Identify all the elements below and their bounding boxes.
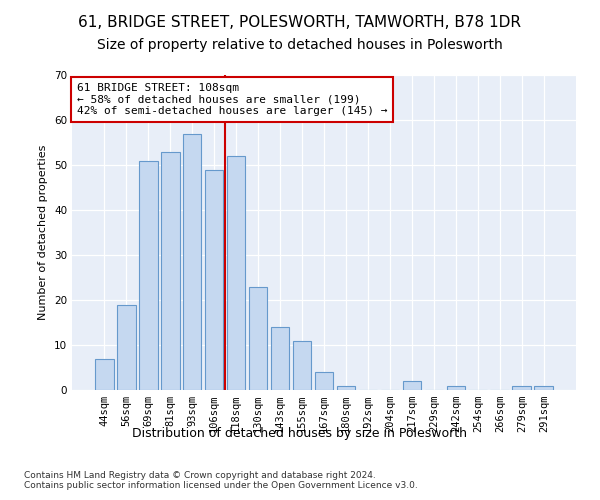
Bar (293, 340, 311, 390)
Text: Distribution of detached houses by size in Polesworth: Distribution of detached houses by size … (133, 428, 467, 440)
Bar (535, 386, 553, 390)
Bar (95, 358, 113, 390)
Bar (183, 134, 202, 390)
Bar (337, 386, 355, 390)
Text: 61, BRIDGE STREET, POLESWORTH, TAMWORTH, B78 1DR: 61, BRIDGE STREET, POLESWORTH, TAMWORTH,… (79, 15, 521, 30)
Text: Size of property relative to detached houses in Polesworth: Size of property relative to detached ho… (97, 38, 503, 52)
Bar (512, 386, 531, 390)
Bar (446, 386, 465, 390)
Y-axis label: Number of detached properties: Number of detached properties (38, 145, 49, 320)
Bar (249, 286, 268, 390)
Bar (314, 372, 334, 390)
Bar (139, 160, 158, 390)
Bar (403, 381, 421, 390)
Bar (161, 152, 179, 390)
Bar (227, 156, 245, 390)
Bar (205, 170, 223, 390)
Bar (117, 304, 136, 390)
Text: 61 BRIDGE STREET: 108sqm
← 58% of detached houses are smaller (199)
42% of semi-: 61 BRIDGE STREET: 108sqm ← 58% of detach… (77, 83, 388, 116)
Text: Contains HM Land Registry data © Crown copyright and database right 2024.
Contai: Contains HM Land Registry data © Crown c… (24, 470, 418, 490)
Bar (271, 327, 289, 390)
